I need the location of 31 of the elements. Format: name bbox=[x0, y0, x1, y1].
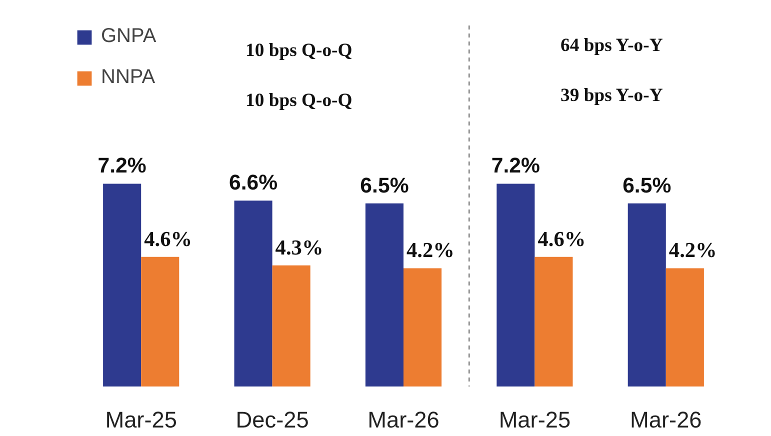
bar bbox=[141, 256, 180, 386]
data-label: 6.6% bbox=[228, 170, 278, 195]
data-label: 7.2% bbox=[491, 154, 540, 178]
text: 10 bps Q-o-Q bbox=[246, 40, 352, 61]
x-tick-label: Mar-25 bbox=[498, 406, 571, 432]
x-tick-label: Mar-26 bbox=[368, 406, 440, 432]
text: 64 bps Y-o-Y bbox=[560, 35, 664, 56]
text: 39 bps Y-o-Y bbox=[560, 85, 664, 106]
data-label: 4.3% bbox=[275, 235, 324, 260]
x-tick-label: Mar-25 bbox=[105, 406, 177, 432]
text: 10 bps Q-o-Q bbox=[246, 90, 352, 111]
bar bbox=[404, 268, 442, 386]
legend-label: NNPA bbox=[101, 66, 156, 89]
bar bbox=[496, 184, 535, 386]
data-label: 6.5% bbox=[622, 173, 672, 198]
bar bbox=[628, 203, 666, 386]
x-tick-label: Dec-25 bbox=[236, 406, 309, 432]
legend-label: GNPA bbox=[101, 25, 156, 48]
bar bbox=[103, 184, 142, 386]
data-label: 6.5% bbox=[360, 173, 409, 198]
bar bbox=[365, 203, 404, 386]
data-label: 4.6% bbox=[538, 226, 586, 251]
bar bbox=[666, 268, 704, 386]
bar bbox=[272, 265, 310, 386]
data-label: 4.2% bbox=[668, 238, 717, 262]
bar bbox=[234, 200, 272, 386]
bar bbox=[534, 256, 573, 386]
data-label: 4.2% bbox=[406, 238, 454, 262]
data-label: 7.2% bbox=[98, 154, 146, 178]
x-tick-label: Mar-26 bbox=[630, 406, 702, 432]
data-label: 4.6% bbox=[144, 226, 192, 251]
